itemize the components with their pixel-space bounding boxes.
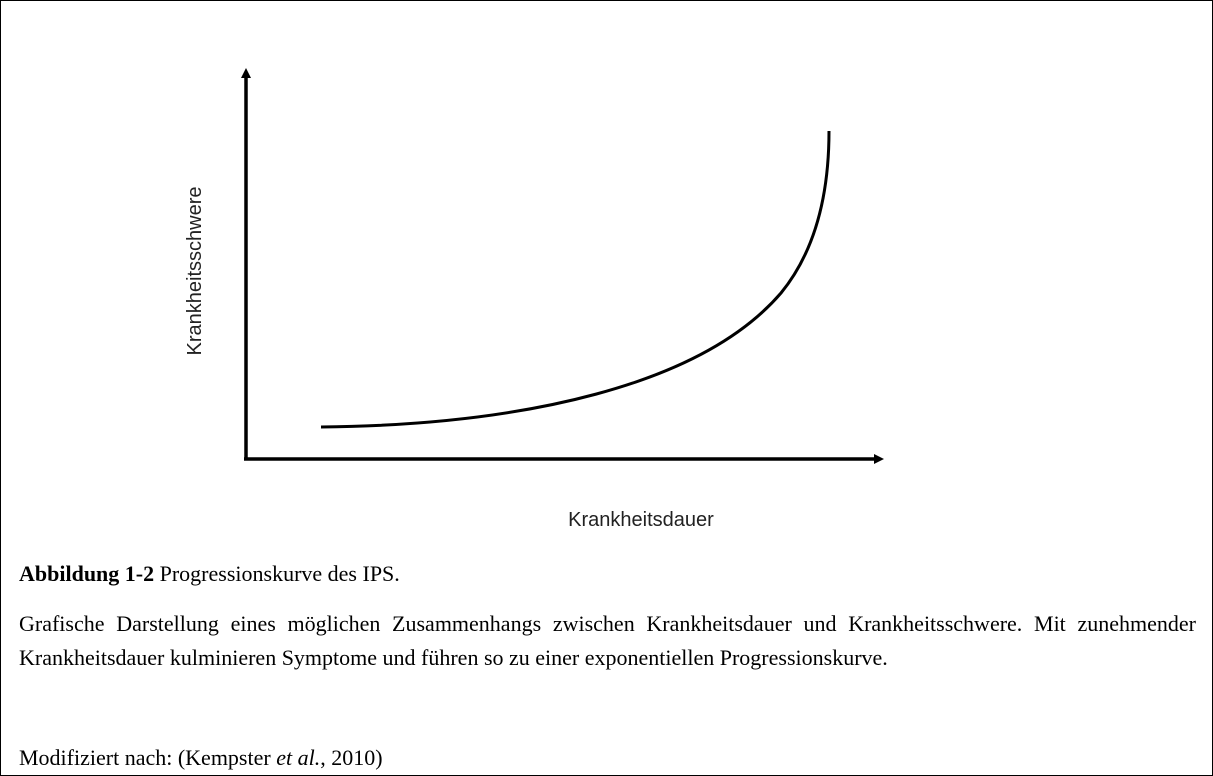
- source-prefix: Modifiziert nach: (Kempster: [19, 745, 271, 770]
- caption-source: Modifiziert nach: (Kempster et al., 2010…: [19, 745, 383, 771]
- caption-description: Grafische Darstellung eines möglichen Zu…: [19, 611, 1196, 670]
- y-axis-label: Krankheitsschwere: [184, 187, 206, 356]
- x-axis-label: Krankheitsdauer: [568, 509, 714, 531]
- progression-curve: [320, 130, 831, 429]
- source-emphasis: et al.: [276, 745, 321, 770]
- caption-title: Progressionskurve des IPS.: [159, 561, 400, 586]
- diagram: Krankheitsschwere Krankheitsdauer: [184, 68, 884, 531]
- source-suffix: , 2010): [320, 745, 383, 770]
- caption-heading: Abbildung 1-2 Progressionskurve des IPS.: [19, 561, 400, 587]
- caption-label: Abbildung 1-2: [19, 561, 155, 586]
